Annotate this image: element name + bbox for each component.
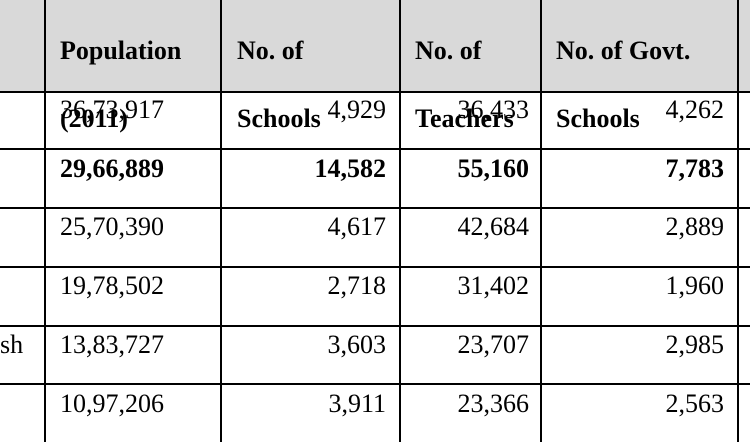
column-divider: [220, 0, 222, 442]
column-divider: [540, 0, 542, 442]
govt-schools-cell: 7,783: [665, 154, 725, 183]
population-cell: 13,83,727: [60, 330, 164, 359]
teachers-cell: 42,684: [457, 212, 530, 241]
teachers-cell: 23,707: [457, 330, 530, 359]
govt-schools-cell: 4,262: [665, 95, 725, 124]
govt-schools-cell: 1,960: [665, 271, 725, 300]
header-govt-schools-line1: No. of Govt.: [556, 36, 691, 65]
schools-cell: 4,929: [327, 95, 387, 124]
schools-cell: 3,603: [327, 330, 387, 359]
header-population: Population (2011): [60, 0, 182, 133]
table-header-row: [0, 0, 750, 92]
schools-cell: 4,617: [327, 212, 387, 241]
header-population-line2: (2011): [60, 104, 128, 133]
teachers-cell: 31,402: [457, 271, 530, 300]
header-schools-line2: Schools: [237, 104, 321, 133]
teachers-cell: 23,366: [457, 389, 530, 418]
govt-schools-cell: 2,563: [665, 389, 725, 418]
row-divider: [0, 148, 750, 150]
header-teachers-line2: Teachers: [415, 104, 514, 133]
row-divider: [0, 383, 750, 385]
teachers-cell: 55,160: [457, 154, 530, 183]
population-cell: 36,73,917: [60, 95, 164, 124]
column-divider: [399, 0, 401, 442]
header-population-line1: Population: [60, 36, 182, 65]
population-cell: 29,66,889: [60, 154, 164, 183]
row-divider: [0, 266, 750, 268]
row-divider: [0, 325, 750, 327]
population-cell: 10,97,206: [60, 389, 164, 418]
teachers-cell: 36,433: [457, 95, 530, 124]
header-govt-schools: No. of Govt. Schools: [556, 0, 691, 133]
header-teachers-line1: No. of: [415, 36, 482, 65]
row-divider: [0, 91, 750, 93]
schools-cell: 3,911: [328, 389, 386, 418]
header-schools: No. of Schools: [237, 0, 321, 133]
schools-cell: 14,582: [314, 154, 387, 183]
header-teachers: No. of Teachers: [415, 0, 514, 133]
govt-schools-cell: 2,889: [665, 212, 725, 241]
header-govt-schools-line2: Schools: [556, 104, 640, 133]
column-divider: [44, 0, 46, 442]
state-cell: sh: [0, 330, 24, 359]
population-cell: 19,78,502: [60, 271, 164, 300]
row-divider: [0, 207, 750, 209]
schools-cell: 2,718: [327, 271, 387, 300]
header-schools-line1: No. of: [237, 36, 304, 65]
population-cell: 25,70,390: [60, 212, 164, 241]
govt-schools-cell: 2,985: [665, 330, 725, 359]
column-divider: [737, 0, 739, 442]
